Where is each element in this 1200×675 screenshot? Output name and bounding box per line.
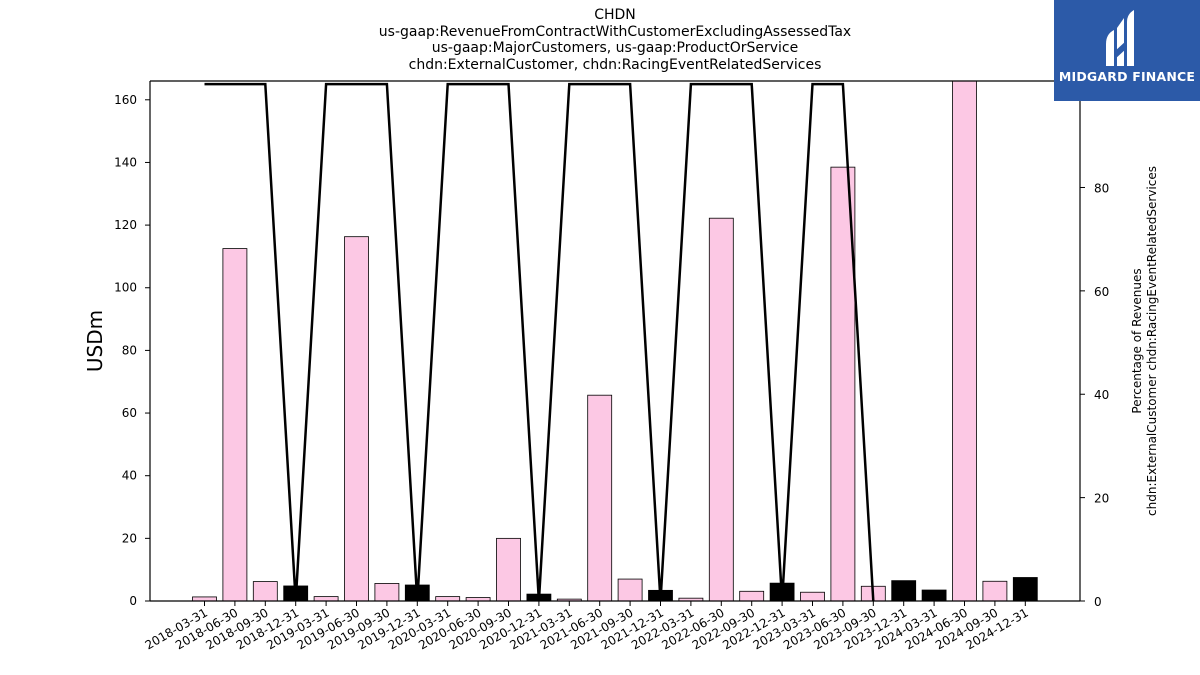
percentage-line-group	[204, 82, 875, 602]
chart-title-line-2: us-gaap:RevenueFromContractWithCustomerE…	[378, 23, 852, 40]
chart-title-line-3: us-gaap:MajorCustomers, us-gaap:ProductO…	[431, 40, 799, 56]
bar	[222, 248, 248, 602]
bar	[252, 581, 278, 602]
y2-tick-label: 80	[1094, 181, 1109, 195]
y2-tick-label: 40	[1094, 388, 1109, 402]
chart-title-block: CHDN us-gaap:RevenueFromContractWithCust…	[150, 7, 1080, 73]
y2-axis-label-line: chdn:ExternalCustomer chdn:RacingEventRe…	[1145, 166, 1159, 516]
bar	[617, 578, 643, 602]
y-axis-label: USDm	[83, 310, 107, 372]
midgard-finance-logo: MIDGARD FINANCE	[1054, 0, 1200, 101]
bar	[374, 583, 400, 602]
axes-group	[145, 80, 1085, 606]
bar	[708, 217, 734, 602]
bar	[587, 394, 613, 602]
bar	[496, 537, 521, 602]
bar	[921, 589, 947, 602]
y-tick-label: 160	[114, 93, 137, 107]
bar	[982, 580, 1008, 602]
bar	[435, 596, 461, 602]
bar	[313, 596, 339, 602]
bar	[344, 236, 369, 602]
bar	[739, 590, 765, 602]
y-tick-label: 120	[114, 218, 137, 232]
percentage-line	[204, 82, 875, 602]
bar	[800, 591, 825, 602]
y-tick-label: 40	[122, 469, 137, 483]
y2-axis-label-line: Percentage of Revenues	[1130, 268, 1144, 413]
y-tick-label: 100	[114, 281, 137, 295]
y-tick-label: 0	[129, 594, 137, 608]
chart-title-line-4: chdn:ExternalCustomer, chdn:RacingEventR…	[408, 56, 822, 73]
y2-tick-label: 60	[1094, 285, 1109, 299]
bar	[192, 596, 217, 602]
bar	[891, 580, 917, 602]
y-tick-label: 140	[114, 155, 137, 169]
y2-tick-label: 0	[1094, 595, 1102, 609]
y2-tick-label: 20	[1094, 492, 1109, 506]
bar	[952, 80, 977, 602]
y-tick-label: 20	[122, 531, 137, 545]
logo-text: MIDGARD FINANCE	[1058, 69, 1196, 84]
logo-mark-icon	[1106, 10, 1134, 66]
y-tick-label: 60	[122, 406, 137, 420]
bar-group	[192, 80, 1038, 602]
y-tick-label: 80	[122, 343, 137, 357]
bar	[1012, 577, 1038, 602]
chart-title-line-1: CHDN	[594, 7, 636, 23]
